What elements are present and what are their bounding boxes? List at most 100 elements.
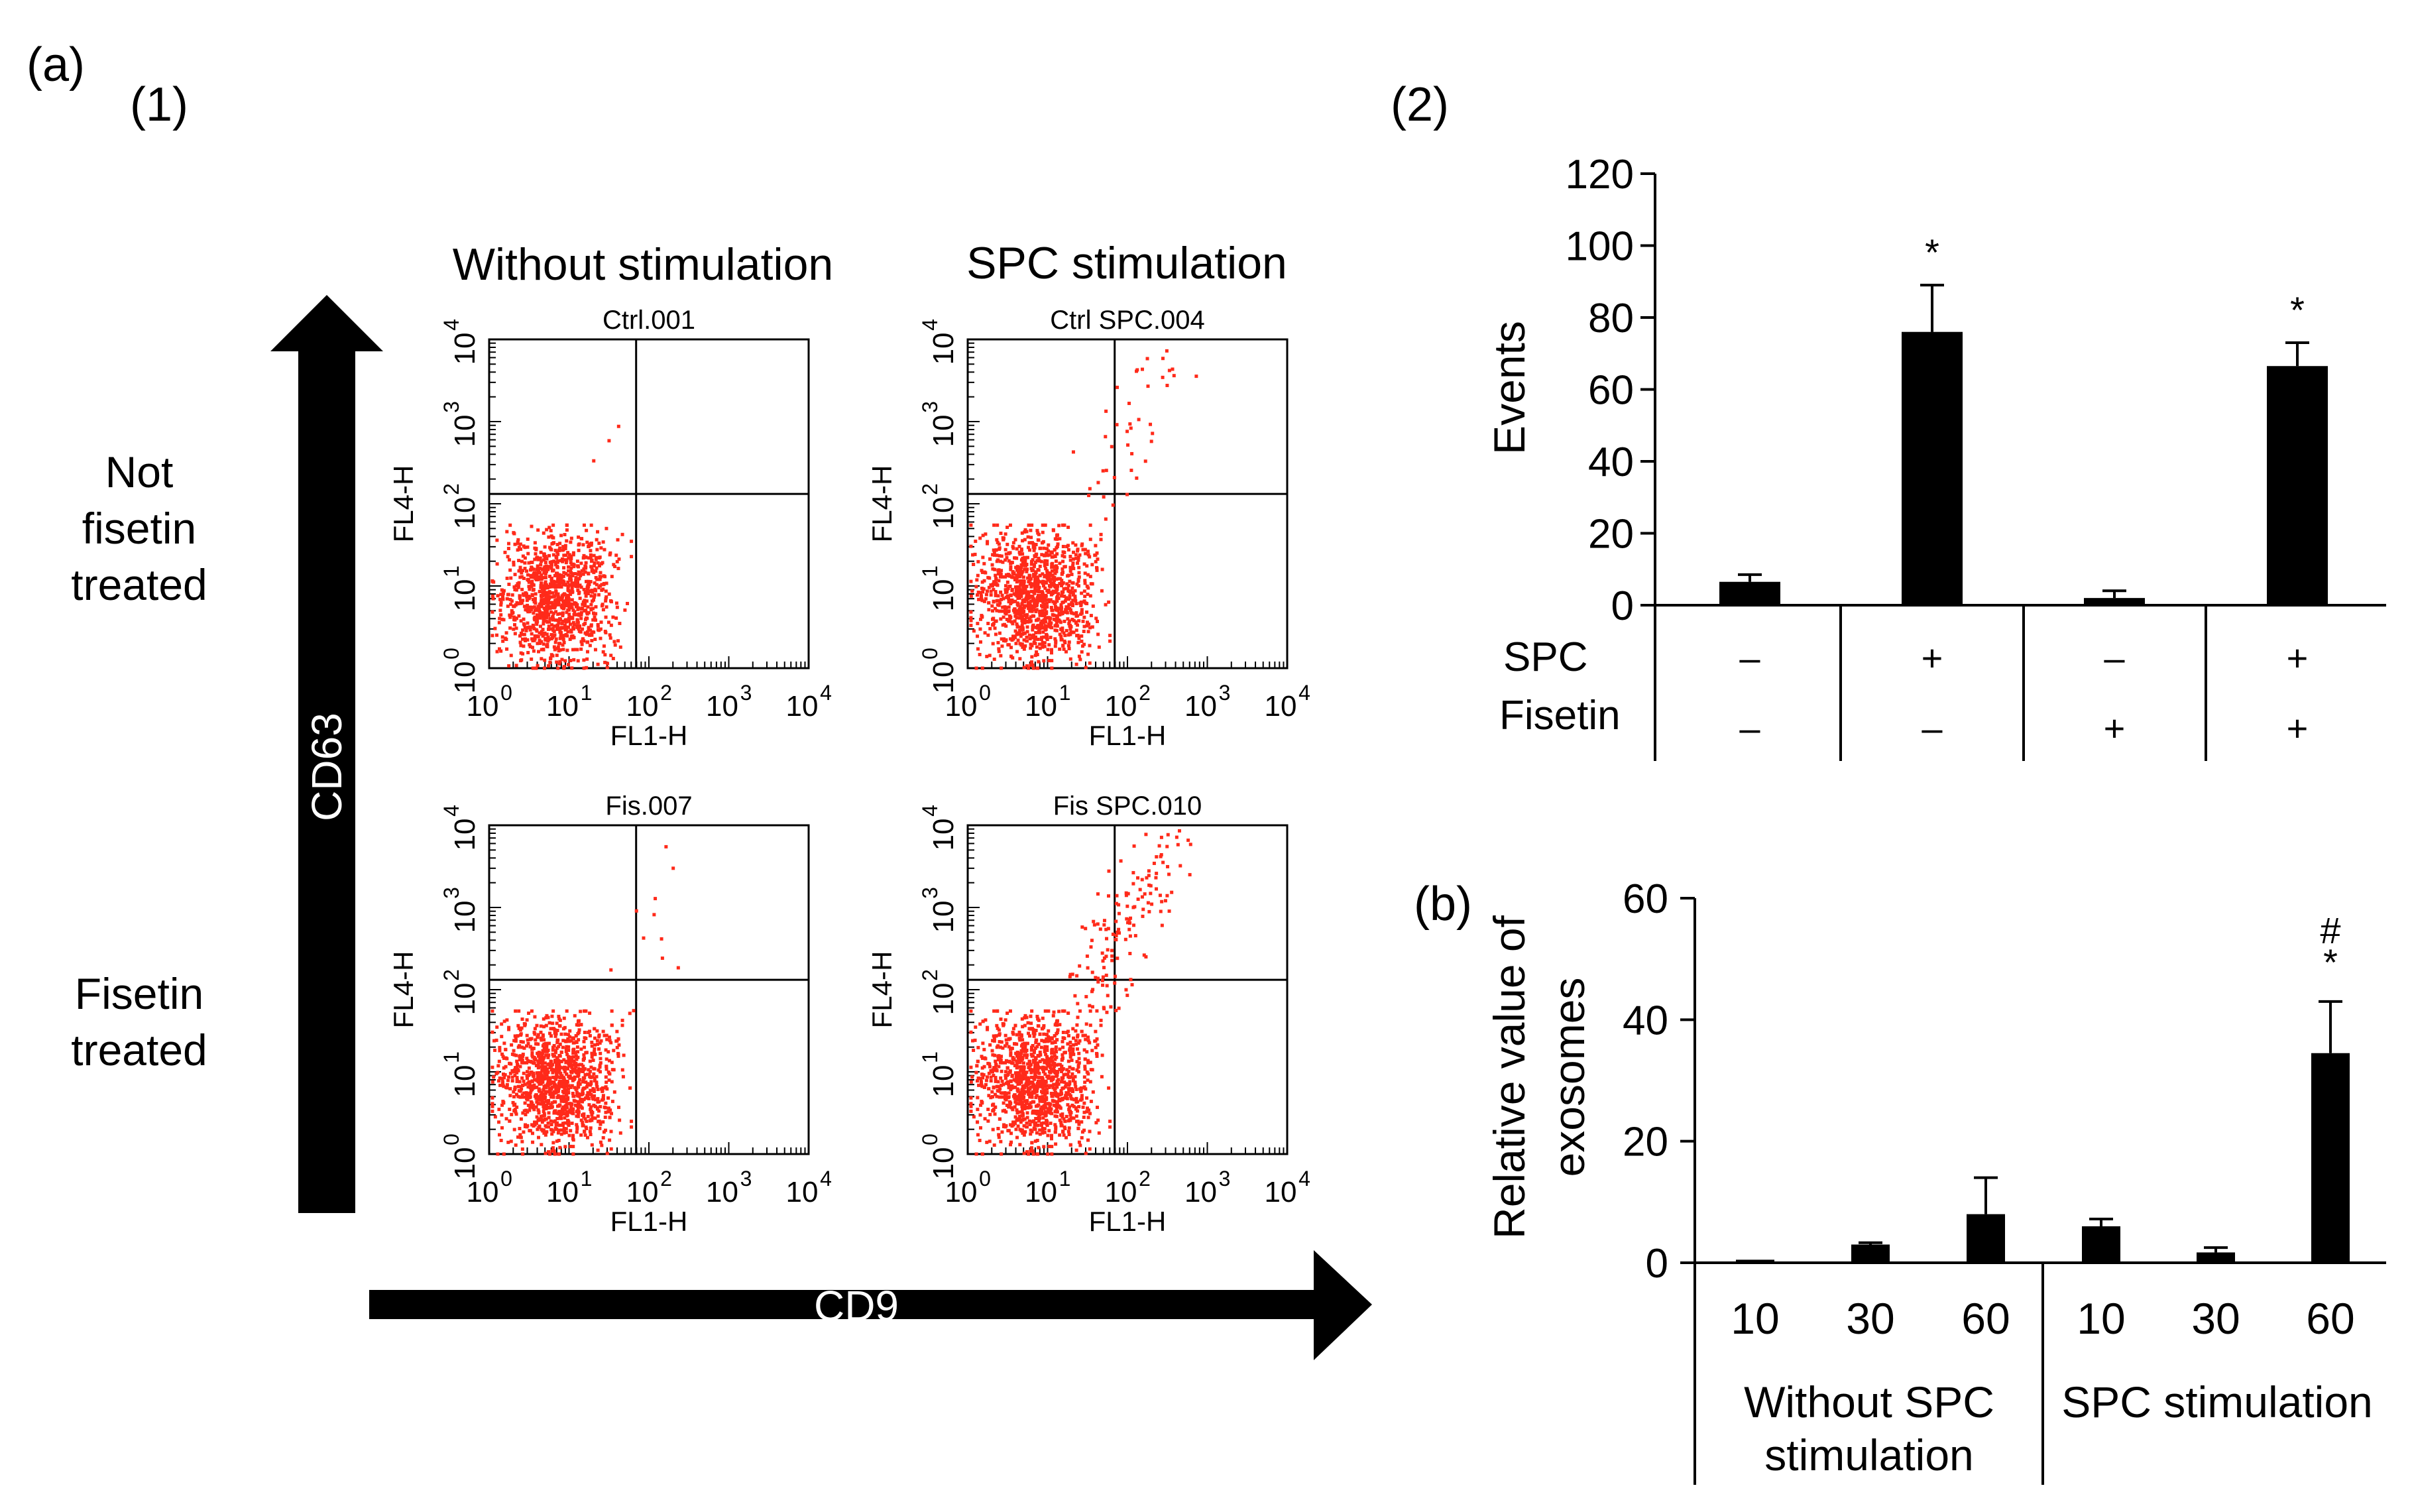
fisetin-condition: + — [2287, 707, 2309, 749]
x-tick-label: 10 — [1105, 690, 1137, 723]
exo-ytick-label: 20 — [1623, 1120, 1668, 1165]
exo-bar — [1851, 1244, 1890, 1263]
events-ytick-label: 20 — [1588, 512, 1634, 557]
x-tick-exp: 0 — [500, 1167, 512, 1191]
y-tick-label: 102 — [918, 483, 960, 529]
cd9-label: CD9 — [814, 1282, 899, 1330]
exo-category-label: 60 — [1961, 1294, 2010, 1343]
x-axis-label: FL1-H — [610, 1206, 688, 1237]
svg-text:10: 10 — [449, 662, 481, 694]
exo-category-label: 60 — [2306, 1294, 2354, 1343]
x-tick-exp: 0 — [500, 681, 512, 705]
y-axis-label: FL4-H — [866, 951, 897, 1029]
x-tick-label: 10 — [786, 690, 819, 723]
svg-text:10: 10 — [449, 333, 481, 365]
svg-text:1: 1 — [439, 565, 463, 577]
event-points — [490, 844, 680, 1156]
y-tick-label: 103 — [918, 887, 960, 933]
exo-ytick-label: 60 — [1623, 876, 1668, 922]
y-tick-label: 102 — [439, 483, 481, 529]
svg-text:0: 0 — [918, 1134, 942, 1145]
svg-text:3: 3 — [439, 401, 463, 413]
svg-text:4: 4 — [439, 805, 463, 817]
svg-text:2: 2 — [918, 483, 942, 495]
events-ytick-label: 0 — [1611, 583, 1634, 629]
y-tick-label: 102 — [439, 969, 481, 1015]
svg-text:3: 3 — [918, 887, 942, 899]
cd63-arrow: CD63 — [270, 295, 383, 1213]
exo-category-label: 10 — [2077, 1294, 2125, 1343]
x-axis-label: FL1-H — [1089, 720, 1167, 751]
exo-ylabel-line1: Relative value of — [1485, 915, 1534, 1239]
svg-text:4: 4 — [918, 319, 942, 331]
panel-label-a: (a) — [27, 38, 85, 91]
x-tick-exp: 3 — [1219, 681, 1231, 705]
x-tick-exp: 1 — [1059, 681, 1071, 705]
svg-text:2: 2 — [918, 969, 942, 981]
x-tick-exp: 3 — [740, 1167, 752, 1191]
exo-bar — [2311, 1053, 2350, 1263]
x-tick-exp: 4 — [820, 1167, 832, 1191]
exosome-chart: Relative value of exosomes Without SPC s… — [1485, 876, 2386, 1485]
svg-text:10: 10 — [927, 497, 960, 530]
fisetin-row-label: Fisetin — [1499, 693, 1621, 738]
y-tick-label: 104 — [439, 805, 481, 850]
svg-text:3: 3 — [918, 401, 942, 413]
svg-text:10: 10 — [927, 415, 960, 447]
x-tick-exp: 4 — [820, 681, 832, 705]
x-tick-label: 10 — [1184, 690, 1217, 723]
y-axis-label: FL4-H — [388, 465, 419, 543]
svg-text:10: 10 — [449, 1147, 481, 1180]
flow-plot-title: Fis.007 — [605, 791, 692, 821]
y-tick-label: 104 — [918, 319, 960, 365]
x-tick-exp: 2 — [660, 1167, 672, 1191]
x-tick-label: 10 — [546, 1176, 579, 1208]
fisetin-condition: – — [1922, 707, 1943, 749]
x-tick-label: 10 — [626, 690, 659, 723]
y-tick-label: 104 — [918, 805, 960, 850]
event-points — [969, 349, 1198, 670]
panel-label-a2: (2) — [1391, 78, 1449, 131]
fisetin-condition: + — [2104, 707, 2126, 749]
x-tick-exp: 3 — [1219, 1167, 1231, 1191]
significance-mark: * — [1925, 231, 1939, 273]
cd9-arrow: CD9 — [369, 1250, 1372, 1360]
x-tick-exp: 1 — [581, 681, 593, 705]
svg-text:1: 1 — [439, 1051, 463, 1063]
spc-condition: + — [1922, 637, 1943, 679]
svg-text:0: 0 — [439, 1134, 463, 1145]
fisetin-condition: – — [1739, 707, 1760, 749]
x-tick-label: 10 — [1265, 690, 1297, 723]
x-tick-label: 10 — [546, 690, 579, 723]
svg-text:4: 4 — [918, 805, 942, 817]
svg-text:treated: treated — [71, 1025, 207, 1075]
x-tick-exp: 4 — [1298, 1167, 1310, 1191]
svg-text:10: 10 — [449, 415, 481, 447]
svg-text:FL4-H: FL4-H — [866, 465, 897, 543]
svg-text:FL4-H: FL4-H — [388, 465, 419, 543]
svg-text:10: 10 — [927, 579, 960, 612]
x-tick-exp: 4 — [1298, 681, 1310, 705]
col-header-spc-stimulation: SPC stimulation — [966, 238, 1287, 288]
x-tick-exp: 0 — [979, 681, 991, 705]
events-ytick-label: 80 — [1588, 296, 1634, 341]
row-label-fisetin: Fisetin treated — [71, 969, 207, 1075]
svg-text:FL4-H: FL4-H — [866, 951, 897, 1029]
x-axis-label: FL1-H — [610, 720, 688, 751]
events-bar — [2267, 366, 2328, 605]
spc-row-label: SPC — [1503, 634, 1587, 680]
event-points — [490, 424, 634, 670]
x-tick-label: 10 — [1105, 1176, 1137, 1208]
row-label-not-fisetin: Not fisetin treated — [71, 447, 207, 609]
svg-text:0: 0 — [918, 648, 942, 660]
svg-text:10: 10 — [927, 983, 960, 1016]
svg-text:fisetin: fisetin — [82, 504, 196, 553]
spc-condition: – — [2104, 637, 2125, 679]
y-tick-label: 101 — [439, 1051, 481, 1097]
svg-text:0: 0 — [439, 648, 463, 660]
col-header-without-stimulation: Without stimulation — [453, 239, 833, 290]
y-axis-label: FL4-H — [388, 951, 419, 1029]
